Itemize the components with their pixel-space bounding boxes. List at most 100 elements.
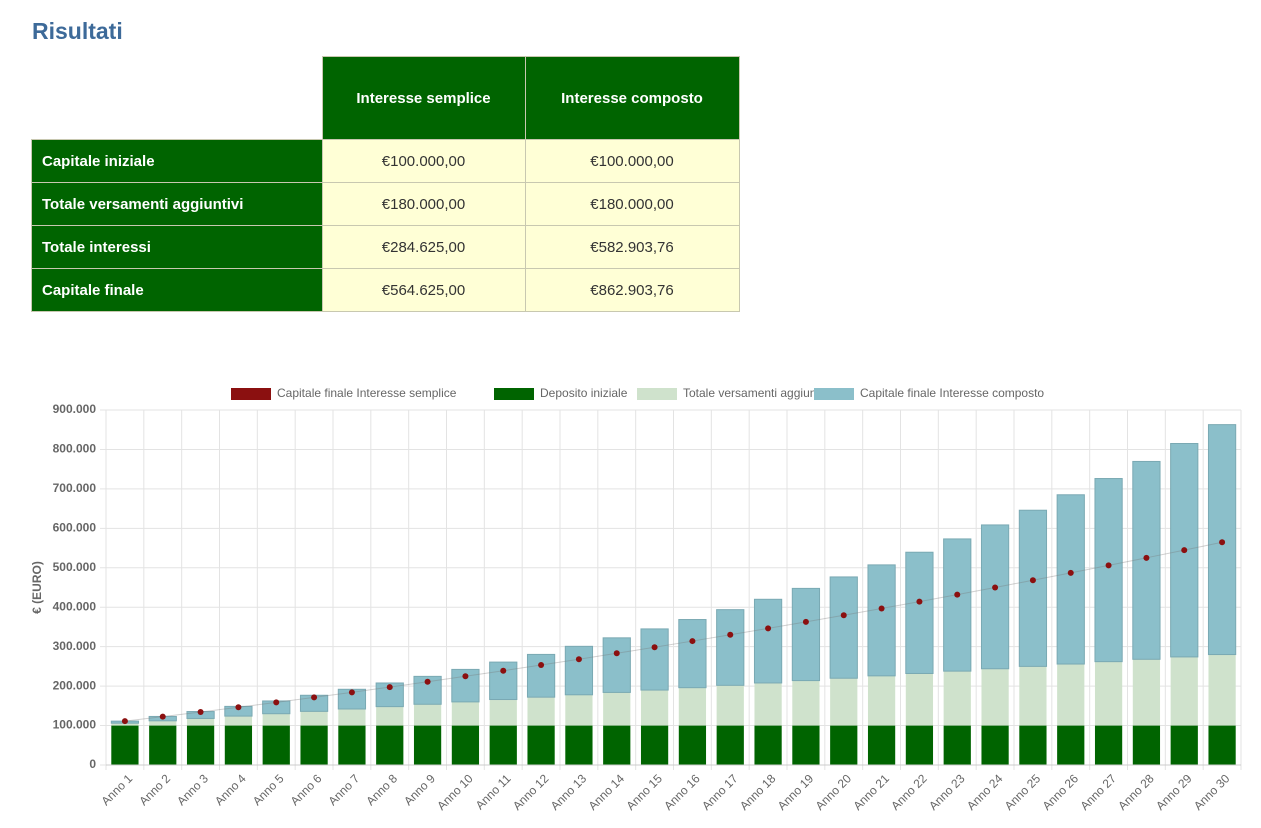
bar — [337, 688, 367, 710]
x-tick-label: Anno 14 — [586, 771, 628, 813]
point — [197, 709, 204, 716]
bar — [186, 725, 215, 765]
bar — [149, 725, 177, 765]
bar — [603, 692, 631, 726]
bar — [753, 598, 783, 684]
bar — [602, 637, 631, 693]
legend-label: Totale versamenti aggiuntivi — [683, 386, 831, 400]
x-tick-label: Anno 1 — [98, 771, 135, 808]
bar — [1018, 509, 1048, 667]
point — [121, 718, 128, 725]
point — [689, 638, 696, 645]
column-header: Interesse semplice — [321, 56, 526, 140]
series-line — [124, 541, 1223, 722]
bar — [1132, 725, 1161, 765]
bar — [527, 725, 555, 765]
point — [878, 605, 885, 612]
x-tick-label: Anno 20 — [813, 771, 855, 813]
point — [727, 631, 734, 638]
y-tick-label: 900.000 — [53, 402, 97, 416]
bar — [640, 628, 669, 691]
bar — [527, 697, 555, 726]
bar — [1170, 725, 1198, 765]
point — [840, 612, 847, 619]
empty-cell — [31, 56, 322, 140]
bar — [943, 671, 971, 726]
bar — [678, 687, 707, 726]
column-header: Interesse composto — [524, 56, 740, 140]
x-tick-label: Anno 23 — [926, 771, 968, 813]
bar — [376, 706, 404, 726]
x-tick-label: Anno 15 — [623, 771, 665, 813]
value-cell: €582.903,76 — [524, 225, 740, 269]
x-tick-label: Anno 16 — [661, 771, 703, 813]
x-tick-label: Anno 13 — [548, 771, 590, 813]
x-tick-label: Anno 9 — [401, 771, 438, 808]
y-tick-label: 500.000 — [53, 560, 97, 574]
x-tick-label: Anno 12 — [510, 771, 552, 813]
bar — [1132, 659, 1161, 726]
y-tick-label: 700.000 — [53, 481, 97, 495]
bar — [262, 713, 290, 726]
bar — [1094, 661, 1123, 726]
bar — [1019, 725, 1047, 765]
point — [765, 625, 772, 632]
bar — [451, 725, 480, 765]
bar — [186, 718, 215, 726]
value-cell: €100.000,00 — [524, 139, 740, 183]
y-tick-label: 600.000 — [53, 521, 97, 535]
point — [500, 667, 507, 674]
legend-swatch — [231, 388, 271, 400]
bar — [564, 645, 594, 696]
bar — [375, 682, 404, 708]
bar — [262, 725, 290, 765]
bar — [111, 725, 139, 765]
bar — [376, 725, 404, 765]
x-tick-label: Anno 21 — [850, 771, 892, 813]
bar — [640, 690, 669, 726]
bar — [981, 668, 1009, 726]
legend-label: Capitale finale Interesse semplice — [277, 386, 457, 400]
x-tick-label: Anno 22 — [888, 771, 930, 813]
x-tick-label: Anno 7 — [325, 771, 362, 808]
legend-swatch — [814, 388, 854, 400]
point — [462, 673, 469, 680]
x-tick-label: Anno 28 — [1115, 771, 1157, 813]
bar — [300, 711, 328, 726]
x-tick-label: Anno 6 — [288, 771, 325, 808]
bar — [1056, 494, 1085, 665]
x-tick-label: Anno 2 — [136, 771, 173, 808]
bar — [792, 725, 820, 765]
bar — [1094, 478, 1123, 663]
x-tick-label: Anno 27 — [1077, 771, 1119, 813]
bar — [413, 725, 442, 765]
x-tick-label: Anno 5 — [250, 771, 287, 808]
bar — [111, 723, 139, 726]
table-row: Totale versamenti aggiuntivi €180.000,00 €… — [31, 182, 740, 226]
chart: 0 100.000 200.000 300.000 400.000 500.000 600.… — [30, 386, 1242, 813]
results-table: Interesse semplice Interesse composto Ca… — [31, 56, 740, 312]
point — [1181, 547, 1188, 554]
bar — [943, 725, 971, 765]
x-tick-label: Anno 11 — [473, 771, 514, 812]
bar — [565, 694, 593, 726]
bar — [791, 587, 821, 682]
bar — [1057, 664, 1085, 726]
point — [1067, 569, 1074, 576]
bar — [829, 576, 858, 679]
legend-swatch — [494, 388, 534, 400]
row-label: Totale versamenti aggiuntivi — [31, 182, 323, 226]
point — [954, 591, 961, 598]
bar — [489, 661, 518, 701]
legend-swatch — [637, 388, 677, 400]
y-tick-label: 200.000 — [53, 678, 97, 692]
bar — [1019, 666, 1047, 726]
value-cell: €180.000,00 — [524, 182, 740, 226]
y-tick-label: 300.000 — [53, 639, 97, 653]
point — [1143, 554, 1150, 561]
point — [538, 662, 545, 669]
row-label: Capitale finale — [31, 268, 323, 312]
y-axis-label: € (EURO) — [30, 561, 44, 614]
bar — [1170, 656, 1198, 726]
value-cell: €862.903,76 — [524, 268, 740, 312]
